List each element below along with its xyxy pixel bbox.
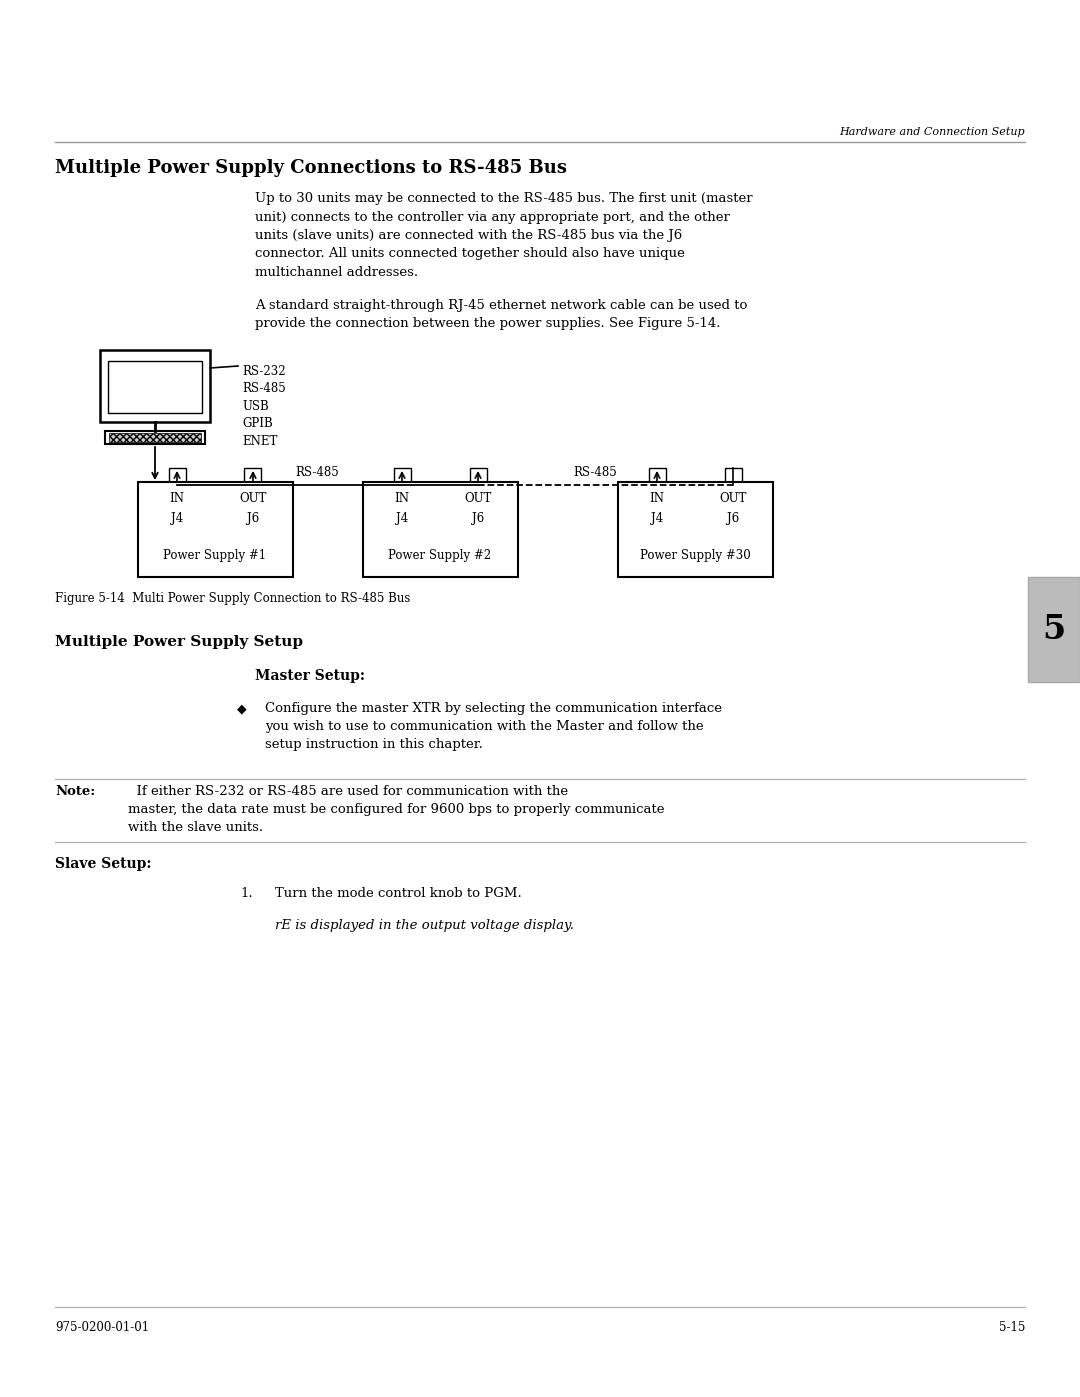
Text: OUT: OUT (240, 492, 267, 504)
Text: If either RS-232 or RS-485 are used for communication with the
master, the data : If either RS-232 or RS-485 are used for … (129, 785, 664, 834)
Text: ◆: ◆ (238, 703, 247, 715)
Text: Turn the mode control knob to PGM.: Turn the mode control knob to PGM. (275, 887, 522, 900)
Text: Slave Setup:: Slave Setup: (55, 856, 151, 870)
Text: Configure the master XTR by selecting the communication interface
you wish to us: Configure the master XTR by selecting th… (265, 703, 723, 752)
Text: IN: IN (394, 492, 409, 504)
Text: A standard straight-through RJ-45 ethernet network cable can be used to
provide : A standard straight-through RJ-45 ethern… (255, 299, 747, 331)
Text: 5: 5 (1042, 612, 1066, 645)
Text: USB: USB (242, 400, 269, 412)
Text: RS-485: RS-485 (242, 381, 286, 395)
Text: OUT: OUT (719, 492, 746, 504)
Text: J6: J6 (727, 511, 739, 524)
Text: J4: J4 (651, 511, 663, 524)
Text: OUT: OUT (464, 492, 491, 504)
Text: 5-15: 5-15 (999, 1322, 1025, 1334)
Text: IN: IN (649, 492, 664, 504)
Text: Figure 5-14  Multi Power Supply Connection to RS-485 Bus: Figure 5-14 Multi Power Supply Connectio… (55, 592, 410, 605)
Text: Note:: Note: (55, 785, 95, 798)
Bar (393, 468, 410, 482)
Text: Up to 30 units may be connected to the RS-485 bus. The first unit (master
unit) : Up to 30 units may be connected to the R… (255, 191, 753, 279)
Text: rE is displayed in the output voltage display.: rE is displayed in the output voltage di… (275, 919, 573, 932)
Text: Multiple Power Supply Connections to RS-485 Bus: Multiple Power Supply Connections to RS-… (55, 159, 567, 177)
Bar (244, 468, 261, 482)
Bar (109, 433, 201, 441)
Text: Master Setup:: Master Setup: (255, 669, 365, 683)
Text: 975-0200-01-01: 975-0200-01-01 (55, 1322, 149, 1334)
Text: IN: IN (170, 492, 185, 504)
Bar (105, 432, 205, 444)
Text: Power Supply #2: Power Supply #2 (389, 549, 491, 562)
Bar (363, 482, 517, 577)
Bar (137, 482, 293, 577)
Text: RS-485: RS-485 (296, 467, 339, 479)
Bar (648, 468, 665, 482)
Text: Multiple Power Supply Setup: Multiple Power Supply Setup (55, 636, 303, 650)
Bar (168, 468, 186, 482)
Text: ENET: ENET (242, 434, 278, 447)
Text: J6: J6 (247, 511, 259, 524)
Text: Power Supply #30: Power Supply #30 (639, 549, 751, 562)
Text: RS-232: RS-232 (242, 365, 285, 377)
Bar (100, 351, 210, 422)
Bar (108, 360, 202, 414)
Bar (618, 482, 772, 577)
Bar (1028, 577, 1080, 682)
Text: 1.: 1. (240, 887, 253, 900)
Text: GPIB: GPIB (242, 416, 273, 430)
Bar (470, 468, 486, 482)
Text: J4: J4 (396, 511, 408, 524)
Text: J6: J6 (472, 511, 484, 524)
Text: Power Supply #1: Power Supply #1 (163, 549, 267, 562)
Text: Hardware and Connection Setup: Hardware and Connection Setup (839, 127, 1025, 137)
Text: J4: J4 (171, 511, 184, 524)
Bar (725, 468, 742, 482)
Text: RS-485: RS-485 (573, 467, 618, 479)
